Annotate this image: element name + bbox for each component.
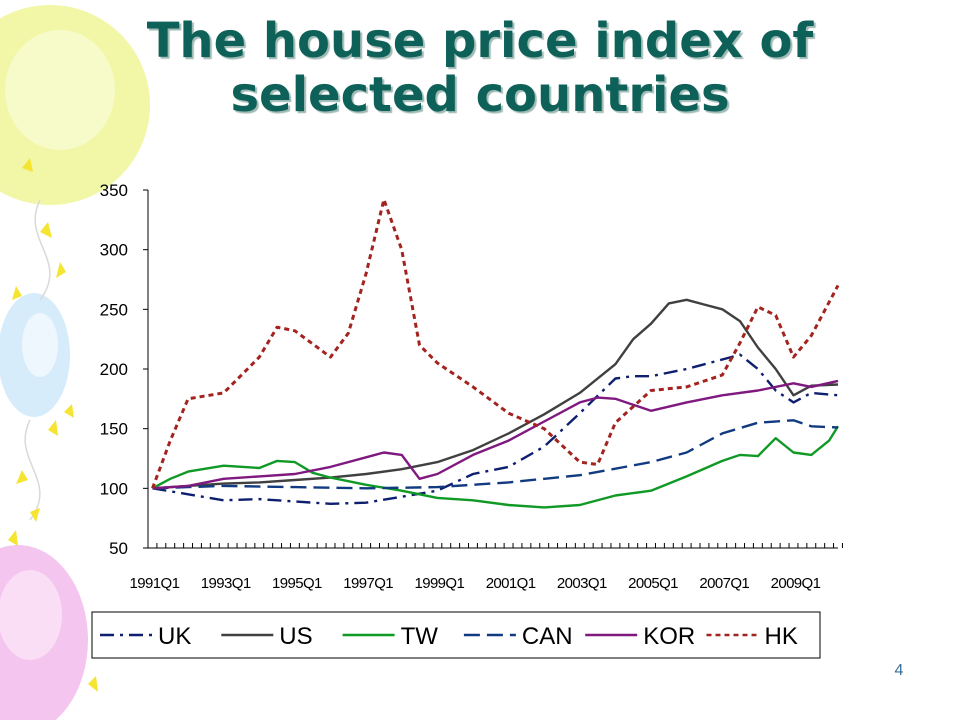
page-number: 4 bbox=[894, 662, 904, 679]
slide-title-line-2: selected countries bbox=[230, 67, 730, 123]
x-tick-label: 1995Q1 bbox=[272, 575, 322, 592]
x-tick-label: 2005Q1 bbox=[628, 575, 678, 592]
balloon-blue-decoration bbox=[0, 293, 70, 417]
legend-label-hk: HK bbox=[765, 623, 798, 650]
y-axis: 50 100 150 200 250 300 350 bbox=[100, 181, 149, 558]
chart-legend: UK US TW CAN KOR HK bbox=[91, 611, 821, 659]
legend-label-tw: TW bbox=[401, 623, 439, 650]
balloon-yellow-decoration bbox=[0, 5, 150, 205]
y-tick-label: 300 bbox=[100, 241, 128, 260]
series-line-can bbox=[152, 419, 839, 490]
x-tick-label: 1997Q1 bbox=[343, 575, 393, 592]
slide-title: The house price index of selected countr… bbox=[0, 14, 960, 122]
x-tick-label: 2001Q1 bbox=[486, 575, 536, 592]
series-lines bbox=[151, 198, 840, 509]
y-tick-label: 350 bbox=[100, 181, 128, 200]
series-line-us bbox=[152, 298, 839, 490]
slide-title-line-1: The house price index of bbox=[146, 13, 814, 69]
x-tick-label: 2003Q1 bbox=[557, 575, 607, 592]
y-tick-label: 50 bbox=[109, 539, 128, 558]
legend-label-can: CAN bbox=[522, 623, 573, 650]
confetti-decoration bbox=[8, 158, 98, 692]
x-tick-label: 1993Q1 bbox=[201, 575, 251, 592]
x-axis: 1991Q1 1993Q1 1995Q1 1997Q1 1999Q1 2001Q1 2003… bbox=[130, 543, 843, 592]
x-tick-label: 2007Q1 bbox=[699, 575, 749, 592]
y-tick-label: 150 bbox=[100, 420, 128, 439]
series-line-tw bbox=[151, 425, 840, 509]
legend-label-kor: KOR bbox=[643, 623, 695, 650]
balloon-pink-decoration bbox=[0, 545, 88, 720]
legend-frame bbox=[91, 611, 821, 659]
series-line-kor bbox=[152, 379, 839, 490]
balloon-strings bbox=[24, 199, 51, 521]
legend-label-us: US bbox=[279, 623, 312, 650]
x-tick-label: 1999Q1 bbox=[414, 575, 464, 592]
y-tick-label: 200 bbox=[100, 360, 128, 379]
series-line-hk bbox=[151, 198, 840, 489]
y-tick-label: 100 bbox=[100, 479, 128, 498]
legend-label-uk: UK bbox=[158, 623, 191, 650]
y-tick-label: 250 bbox=[100, 300, 128, 319]
x-tick-label: 2009Q1 bbox=[771, 575, 821, 592]
x-tick-label: 1991Q1 bbox=[130, 575, 180, 592]
series-line-uk bbox=[152, 353, 839, 505]
